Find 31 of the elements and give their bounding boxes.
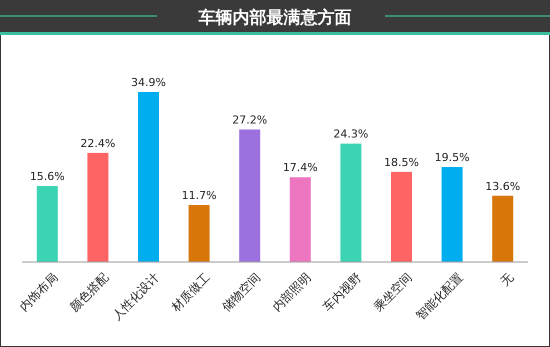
data-label: 11.7%: [182, 189, 217, 202]
x-tick-label: 内饰布局: [16, 270, 61, 314]
data-label: 13.6%: [485, 180, 520, 193]
x-tick-label: 智能化配置: [413, 270, 466, 323]
data-label: 17.4%: [282, 161, 318, 174]
data-label: 18.5%: [384, 156, 419, 169]
x-tick-label: 颜色搭配: [67, 270, 112, 314]
data-label: 22.4%: [80, 136, 116, 150]
x-tick-label: 车内视野: [320, 270, 364, 314]
x-tick-label: 人性化设计: [110, 270, 162, 323]
data-label: 34.9%: [131, 76, 166, 89]
bar: [138, 92, 159, 262]
bar: [87, 152, 108, 262]
chart-title: 车辆内部最满意方面: [198, 8, 352, 28]
data-label: 19.5%: [434, 151, 470, 164]
bar: [391, 172, 412, 262]
data-label: 15.6%: [30, 170, 65, 184]
bar: [188, 205, 210, 262]
bar: [36, 186, 58, 262]
bar: [442, 167, 463, 262]
data-label: 24.3%: [333, 128, 368, 141]
x-tick-label: 乘坐空间: [371, 270, 415, 314]
bar: [492, 196, 514, 262]
x-tick-label: 材质做工: [168, 270, 212, 315]
x-tick-label: 无: [498, 270, 516, 289]
x-tick-label: 内部照明: [270, 270, 314, 314]
bar: [290, 177, 311, 262]
bar: [340, 144, 362, 262]
bar: [239, 130, 260, 262]
x-tick-label: 储物空间: [219, 270, 264, 314]
data-label: 27.2%: [232, 114, 268, 127]
